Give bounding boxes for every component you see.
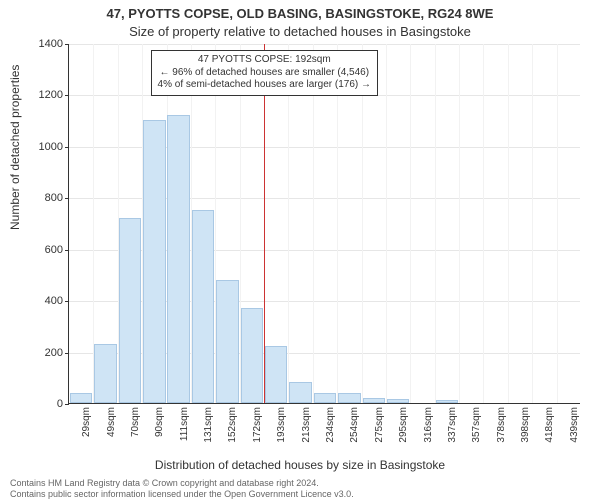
gridline-h: [69, 95, 580, 96]
histogram-bar: [289, 382, 311, 403]
gridline-v: [337, 44, 338, 403]
gridline-h: [69, 44, 580, 45]
histogram-bar: [265, 346, 287, 403]
y-tick-mark: [65, 95, 69, 96]
x-tick-label: 254sqm: [349, 407, 360, 443]
x-tick-label: 295sqm: [398, 407, 409, 443]
gridline-v: [410, 44, 411, 403]
reference-line: [264, 44, 265, 403]
y-tick-mark: [65, 44, 69, 45]
x-tick-label: 213sqm: [301, 407, 312, 443]
y-tick-mark: [65, 353, 69, 354]
histogram-bar: [314, 393, 336, 403]
histogram-bar: [338, 393, 360, 403]
footer-line2: Contains public sector information licen…: [10, 489, 354, 499]
histogram-bar: [143, 120, 165, 403]
histogram-bar: [167, 115, 189, 403]
x-tick-label: 234sqm: [325, 407, 336, 443]
x-axis-label: Distribution of detached houses by size …: [0, 458, 600, 472]
gridline-v: [557, 44, 558, 403]
histogram-bar: [436, 400, 458, 403]
x-tick-label: 152sqm: [227, 407, 238, 443]
gridline-v: [288, 44, 289, 403]
x-tick-label: 337sqm: [447, 407, 458, 443]
annotation-line1: 47 PYOTTS COPSE: 192sqm: [158, 54, 371, 67]
y-tick-mark: [65, 250, 69, 251]
annotation-line3: 4% of semi-detached houses are larger (1…: [158, 79, 371, 92]
x-tick-label: 439sqm: [569, 407, 580, 443]
gridline-v: [435, 44, 436, 403]
y-tick-mark: [65, 147, 69, 148]
x-tick-label: 29sqm: [81, 407, 92, 437]
y-tick-mark: [65, 198, 69, 199]
x-tick-label: 316sqm: [423, 407, 434, 443]
gridline-v: [313, 44, 314, 403]
plot-area: 020040060080010001200140029sqm49sqm70sqm…: [68, 44, 580, 404]
y-tick-mark: [65, 301, 69, 302]
gridline-v: [386, 44, 387, 403]
gridline-v: [459, 44, 460, 403]
histogram-bar: [216, 280, 238, 403]
x-tick-label: 275sqm: [374, 407, 385, 443]
gridline-v: [362, 44, 363, 403]
histogram-bar: [387, 399, 409, 403]
histogram-bar: [94, 344, 116, 403]
histogram-bar: [119, 218, 141, 403]
x-tick-label: 131sqm: [203, 407, 214, 443]
y-tick-mark: [65, 404, 69, 405]
histogram-bar: [363, 398, 385, 403]
annotation-line2: ← 96% of detached houses are smaller (4,…: [158, 67, 371, 80]
histogram-bar: [70, 393, 92, 403]
x-tick-label: 172sqm: [252, 407, 263, 443]
histogram-bar: [192, 210, 214, 403]
x-tick-label: 418sqm: [544, 407, 555, 443]
footer-line1: Contains HM Land Registry data © Crown c…: [10, 478, 319, 488]
annotation-box: 47 PYOTTS COPSE: 192sqm← 96% of detached…: [151, 50, 378, 96]
x-tick-label: 398sqm: [520, 407, 531, 443]
x-tick-label: 111sqm: [179, 407, 190, 441]
x-tick-label: 90sqm: [154, 407, 165, 437]
chart-container: 47, PYOTTS COPSE, OLD BASING, BASINGSTOK…: [0, 0, 600, 500]
chart-title-line1: 47, PYOTTS COPSE, OLD BASING, BASINGSTOK…: [0, 6, 600, 21]
chart-title-line2: Size of property relative to detached ho…: [0, 24, 600, 39]
gridline-v: [532, 44, 533, 403]
y-axis-label: Number of detached properties: [8, 65, 22, 230]
x-tick-label: 49sqm: [106, 407, 117, 437]
x-tick-label: 357sqm: [471, 407, 482, 443]
gridline-v: [483, 44, 484, 403]
x-tick-label: 70sqm: [130, 407, 141, 437]
x-tick-label: 193sqm: [276, 407, 287, 443]
histogram-bar: [241, 308, 263, 403]
x-tick-label: 378sqm: [496, 407, 507, 443]
gridline-v: [508, 44, 509, 403]
